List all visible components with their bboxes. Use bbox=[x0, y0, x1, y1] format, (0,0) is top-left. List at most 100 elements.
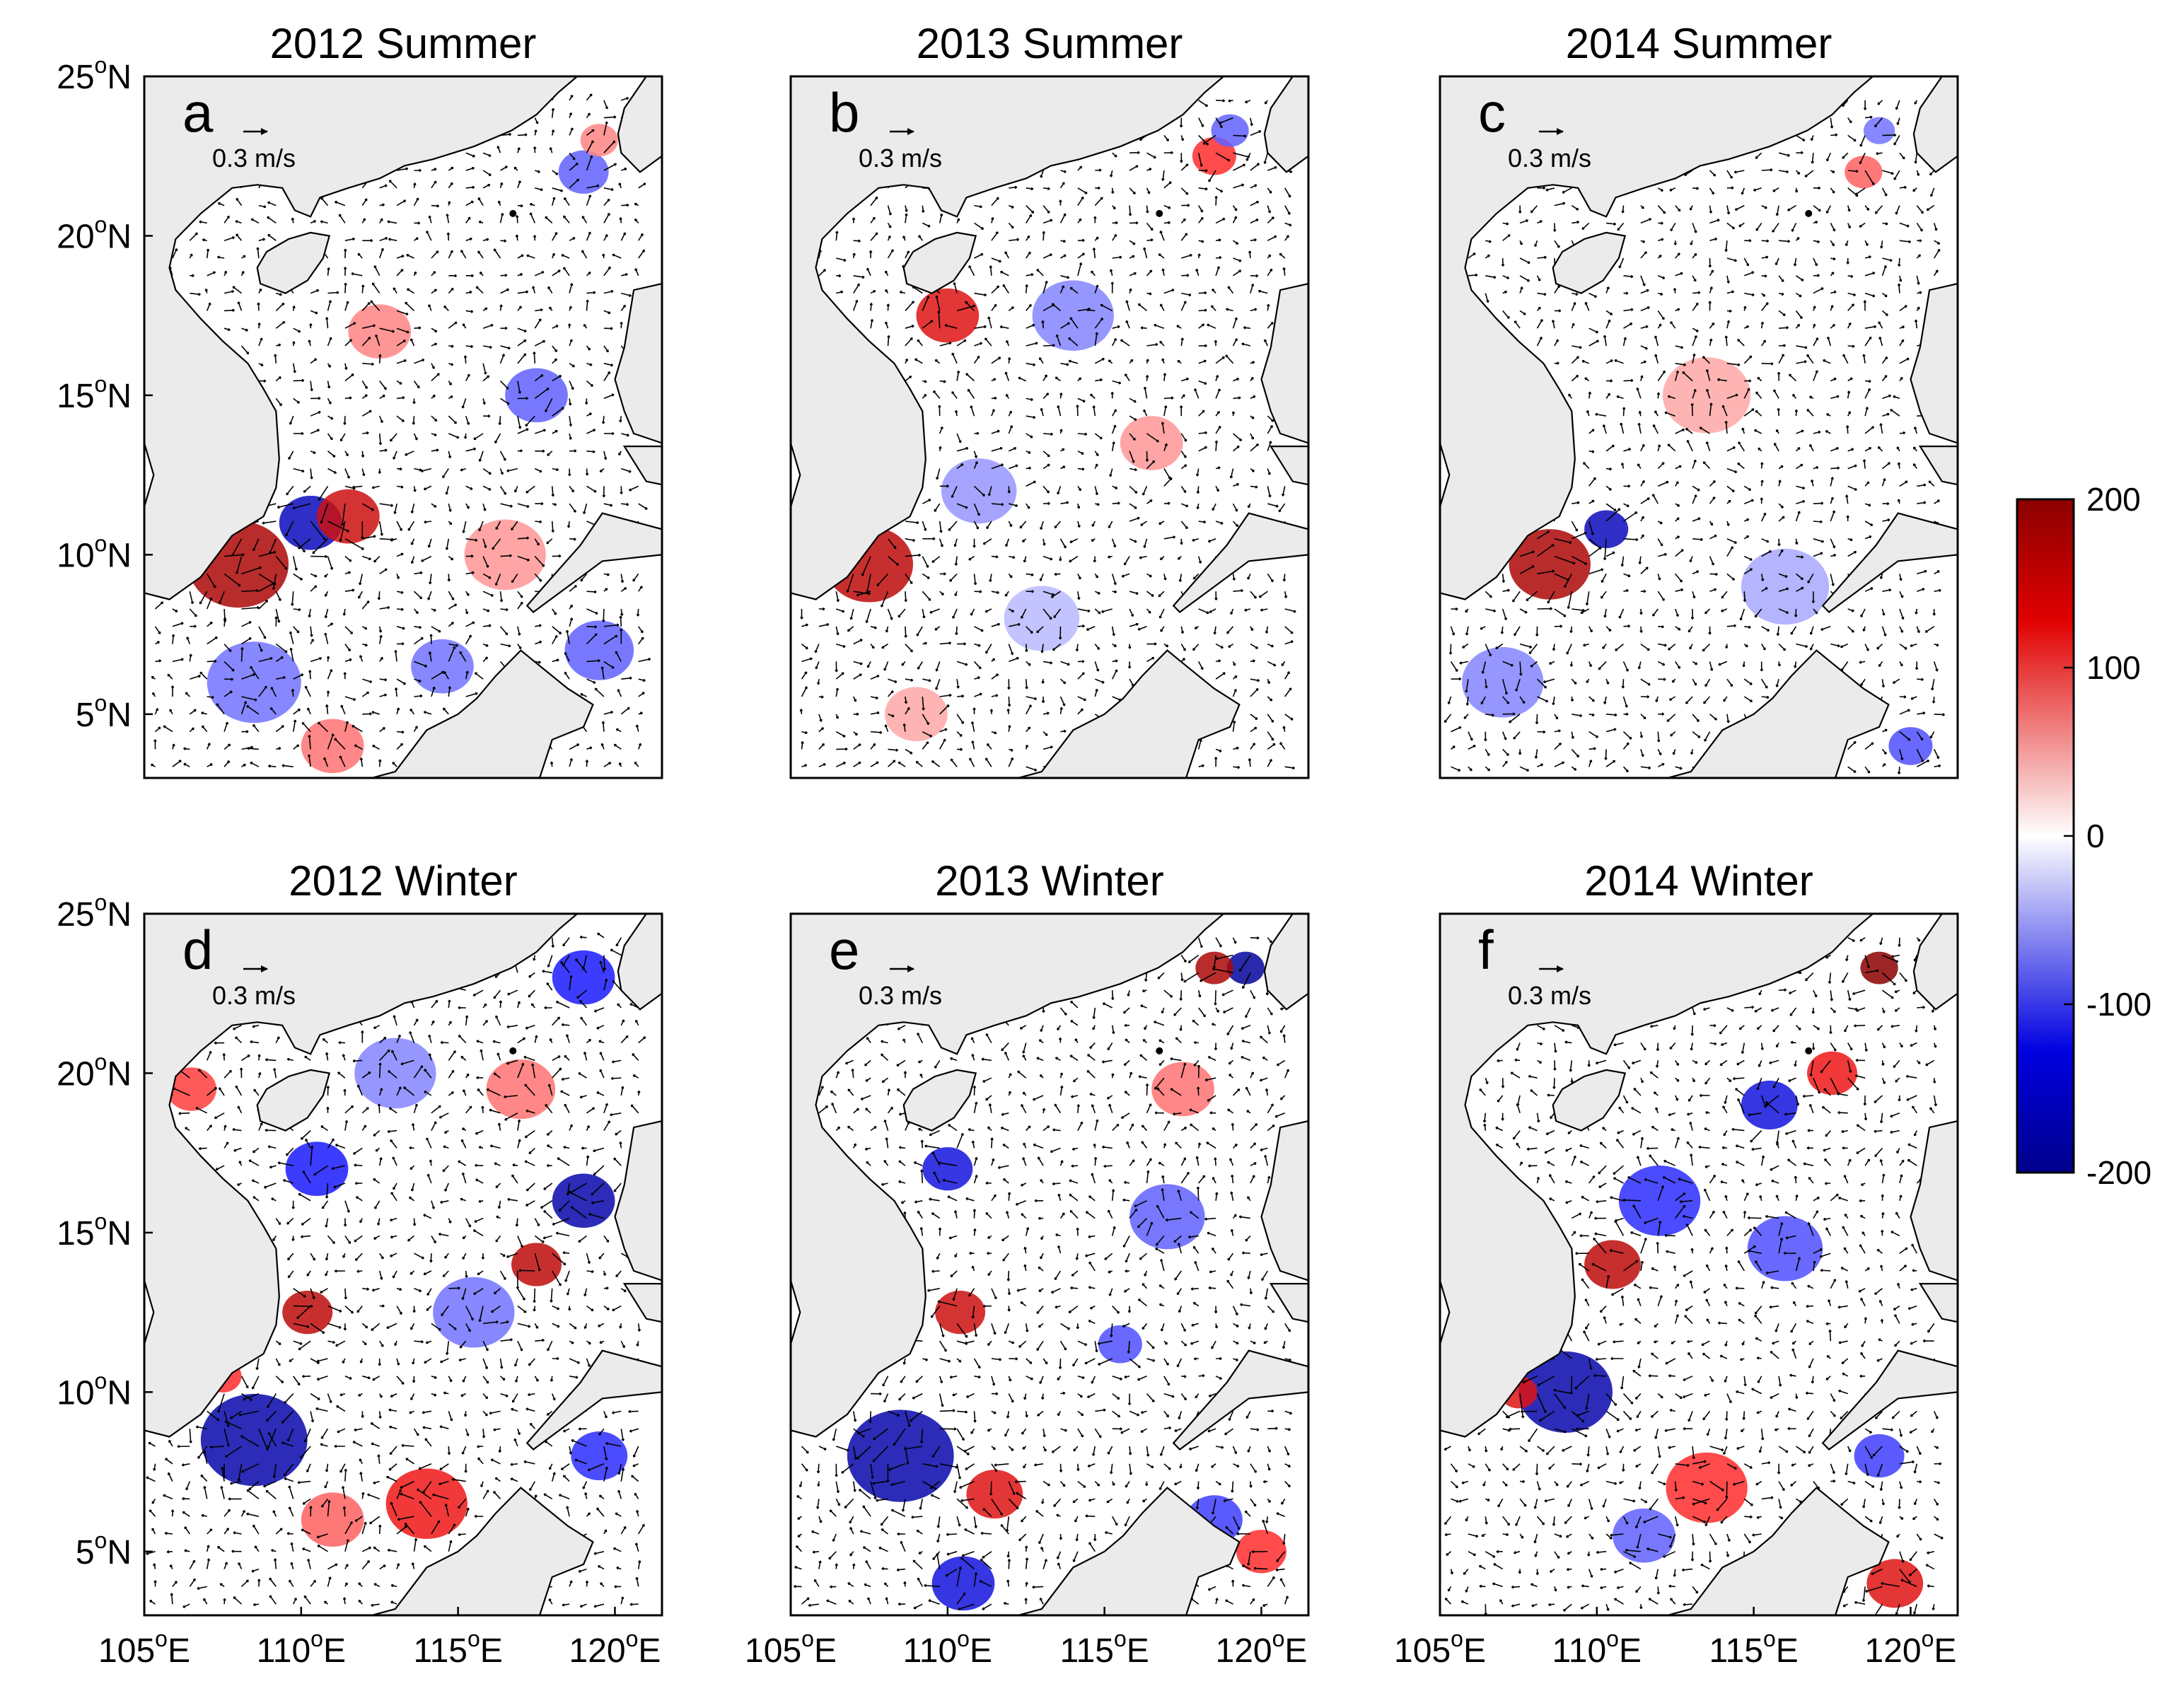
current-vectors bbox=[799, 99, 1296, 772]
eddy-patch bbox=[301, 719, 364, 774]
panel-e: 2013 Winter e0.3 m/s 105oE 110oE 115oE 120oE bbox=[745, 857, 1310, 1670]
land-mass bbox=[791, 1550, 792, 1615]
x-tick-label: 115oE bbox=[1059, 1626, 1149, 1670]
current-vectors bbox=[794, 936, 1293, 1610]
eddy-patch bbox=[1888, 727, 1933, 765]
eddy-patch bbox=[1741, 548, 1830, 625]
land-mass bbox=[525, 1349, 662, 1451]
land-mass bbox=[1910, 282, 1958, 444]
y-tick-label: 10oN bbox=[57, 1368, 132, 1412]
eddy-patch bbox=[411, 639, 474, 694]
land-mass bbox=[1263, 76, 1308, 173]
panel-a: 2012 Summer a0.3 m/s 25oN 20oN 15oN 10oN 5oN bbox=[57, 20, 663, 779]
land-mass bbox=[1440, 713, 1441, 778]
land-mass bbox=[791, 76, 1225, 600]
eddy-patch bbox=[935, 1290, 986, 1335]
land bbox=[1440, 76, 1958, 778]
eddy-patch bbox=[1845, 156, 1883, 189]
eddy-patch bbox=[847, 1410, 954, 1502]
land-mass bbox=[256, 231, 331, 294]
land bbox=[144, 914, 662, 1615]
eddy-patch bbox=[1866, 1559, 1924, 1608]
colorbar-tick-label: -100 bbox=[2086, 986, 2151, 1023]
eddy-patch bbox=[433, 1277, 515, 1348]
land-mass bbox=[1821, 512, 1958, 613]
eddy-patch bbox=[385, 1468, 467, 1540]
land-mass bbox=[791, 713, 792, 778]
eddy-patch bbox=[885, 687, 948, 742]
eddy-patch bbox=[1226, 951, 1265, 984]
axes-frame bbox=[1439, 912, 1959, 1617]
panel-letter: b bbox=[829, 81, 859, 144]
y-tick-label: 10oN bbox=[57, 530, 132, 574]
land-mass bbox=[256, 1069, 331, 1132]
x-tick-label: 115oE bbox=[1709, 1626, 1798, 1670]
land-mass bbox=[914, 1487, 1241, 1615]
eddy-patch bbox=[348, 304, 412, 359]
land-mass bbox=[1260, 282, 1308, 444]
x-tick-label: 120oE bbox=[569, 1626, 661, 1670]
land-mass bbox=[1564, 649, 1890, 778]
reference-label: 0.3 m/s bbox=[212, 981, 296, 1010]
land-mass bbox=[1172, 1349, 1308, 1451]
land-mass bbox=[1552, 1069, 1627, 1132]
panel-title: 2014 Summer bbox=[1566, 20, 1832, 67]
land-mass bbox=[622, 1283, 662, 1323]
vector-arrows bbox=[150, 93, 651, 768]
land-mass bbox=[1172, 512, 1308, 613]
y-tick-label: 20oN bbox=[57, 211, 132, 255]
island bbox=[509, 209, 517, 217]
panel-letter: c bbox=[1478, 81, 1506, 144]
island bbox=[1805, 209, 1813, 217]
land bbox=[791, 914, 1308, 1615]
eddy-patch bbox=[931, 1556, 995, 1611]
land-mass bbox=[622, 446, 662, 486]
vector-arrows bbox=[799, 99, 1296, 772]
x-tick-label: 120oE bbox=[1216, 1626, 1308, 1670]
x-tick-label: 110oE bbox=[903, 1626, 992, 1670]
eddy-patch bbox=[1032, 280, 1114, 351]
land-mass bbox=[144, 914, 579, 1438]
panel-letter: e bbox=[829, 919, 859, 981]
land-mass bbox=[1910, 1120, 1958, 1281]
vector-arrows bbox=[1444, 100, 1945, 774]
anomaly-field bbox=[1462, 117, 1933, 765]
panel-letter: d bbox=[182, 919, 213, 981]
x-tick-label: 115oE bbox=[413, 1626, 502, 1670]
eddy-patch bbox=[511, 1243, 562, 1286]
eddy-patch bbox=[354, 1038, 436, 1109]
x-tick-label: 105oE bbox=[1394, 1626, 1486, 1670]
colorbar-tick-label: -200 bbox=[2086, 1154, 2151, 1191]
eddy-patch bbox=[552, 1173, 615, 1228]
eddy-patch bbox=[1120, 416, 1183, 470]
x-tick-label: 110oE bbox=[1552, 1626, 1642, 1670]
reference-label: 0.3 m/s bbox=[212, 144, 296, 173]
x-tick-label: 105oE bbox=[98, 1626, 190, 1670]
eddy-patch bbox=[558, 150, 609, 194]
panel-letter: a bbox=[182, 81, 214, 144]
vector-arrows bbox=[794, 936, 1293, 1610]
panel-letter: f bbox=[1478, 919, 1494, 981]
land-mass bbox=[1440, 1550, 1441, 1615]
eddy-patch bbox=[1863, 117, 1895, 144]
eddy-patch bbox=[200, 1393, 308, 1487]
land bbox=[1440, 914, 1958, 1615]
y-tick-label: 15oN bbox=[57, 371, 132, 415]
land-mass bbox=[617, 914, 662, 1011]
current-vectors bbox=[150, 93, 651, 768]
island bbox=[509, 1047, 517, 1054]
eddy-patch bbox=[1129, 1184, 1205, 1250]
eddy-patch bbox=[1807, 1051, 1858, 1095]
land-mass bbox=[1269, 446, 1308, 486]
land-mass bbox=[914, 649, 1241, 778]
panel-title: 2012 Winter bbox=[289, 857, 518, 905]
axes-frame bbox=[1439, 75, 1959, 779]
y-tick-label: 5oN bbox=[76, 690, 132, 734]
panel-title: 2013 Winter bbox=[935, 857, 1164, 905]
land-mass bbox=[1440, 76, 1874, 600]
reference-label: 0.3 m/s bbox=[859, 981, 942, 1010]
anomaly-field bbox=[847, 951, 1286, 1611]
eddy-patch bbox=[166, 1067, 217, 1111]
vector-arrows bbox=[1444, 937, 1944, 1615]
